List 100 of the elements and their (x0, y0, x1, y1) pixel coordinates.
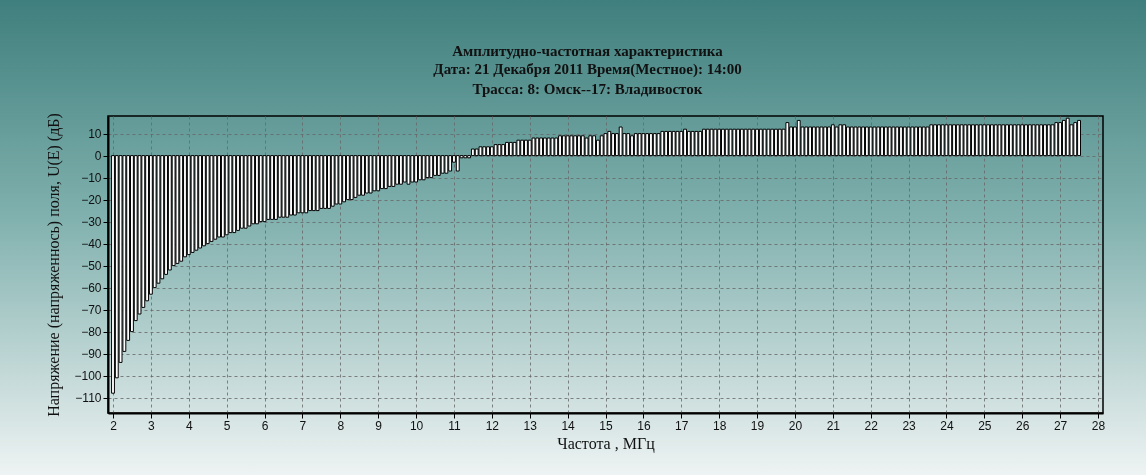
bar (266, 155, 271, 220)
bar (694, 130, 699, 157)
bar (804, 126, 809, 157)
bar (630, 135, 634, 157)
bar (436, 155, 441, 176)
bar (963, 124, 968, 157)
bar (713, 128, 718, 157)
bar (270, 155, 275, 220)
bar (497, 144, 502, 157)
bar (1073, 122, 1078, 157)
bar (387, 155, 392, 187)
bar (228, 155, 233, 234)
bar (686, 130, 691, 157)
bar (357, 155, 362, 196)
bar (304, 155, 309, 214)
bar (955, 124, 960, 157)
bar (239, 155, 244, 229)
x-tick-label: 5 (223, 418, 231, 433)
bar (273, 155, 278, 220)
y-tick-label: −40 (81, 237, 102, 252)
bar (789, 126, 794, 157)
bar (853, 126, 858, 157)
bar (1008, 124, 1013, 157)
bar (190, 155, 195, 253)
bar (698, 130, 703, 157)
bar (1027, 124, 1032, 157)
bar (864, 126, 869, 157)
bar (398, 155, 403, 185)
bar (179, 155, 184, 262)
bar (1043, 124, 1047, 157)
x-tick-label: 28 (1091, 418, 1106, 433)
y-tick-label: −90 (81, 347, 102, 362)
x-tick-label: 24 (940, 418, 954, 433)
bar (1016, 124, 1021, 157)
x-tick-label: 17 (675, 418, 689, 433)
bar (603, 133, 608, 157)
bar (906, 126, 911, 157)
x-tick-label: 12 (485, 418, 500, 433)
bar (380, 155, 384, 190)
bar (819, 126, 824, 157)
bar (838, 124, 843, 157)
bar (217, 155, 222, 238)
x-tick-label: 22 (864, 418, 879, 433)
bar (444, 155, 449, 174)
bar (633, 133, 638, 157)
bar (857, 126, 862, 157)
bar (501, 144, 506, 157)
bar (489, 146, 494, 157)
x-axis-title: Частота , МГц (557, 434, 656, 453)
y-tick-label: −110 (75, 391, 102, 406)
bar (535, 137, 540, 157)
bar (1058, 122, 1063, 157)
bar (1005, 124, 1010, 157)
x-tick-label: 19 (750, 418, 765, 433)
x-tick-label: 3 (148, 418, 156, 433)
bar (774, 128, 778, 157)
bar (728, 128, 733, 157)
bar (1077, 119, 1081, 157)
bar (175, 155, 180, 264)
bar (739, 128, 744, 157)
bar (914, 126, 919, 157)
x-tick-label: 4 (185, 418, 193, 433)
bar (1020, 124, 1025, 157)
y-tick-label: −70 (81, 303, 102, 318)
bar (255, 155, 259, 225)
bar (289, 155, 293, 216)
bar (732, 128, 737, 157)
bar (308, 155, 312, 212)
bar (876, 126, 881, 157)
bar (414, 155, 419, 183)
bar (463, 155, 468, 159)
bar (649, 133, 653, 157)
bar (967, 124, 972, 157)
y-tick-label: 0 (94, 149, 102, 164)
bar (1024, 124, 1028, 157)
y-tick-label: −20 (81, 193, 102, 208)
x-tick-label: 25 (978, 418, 992, 433)
bar (721, 128, 725, 157)
bar (766, 128, 771, 157)
x-tick-label: 27 (1053, 418, 1068, 433)
bar (971, 124, 975, 157)
bar (709, 128, 714, 157)
bar (584, 137, 589, 157)
bar (933, 124, 938, 157)
bar (823, 126, 828, 157)
bar (1035, 124, 1040, 157)
bar (376, 155, 381, 192)
bar (391, 155, 396, 187)
bar (641, 133, 646, 157)
y-tick-label: −80 (81, 325, 102, 340)
bar (334, 155, 339, 205)
bar (213, 155, 218, 240)
x-tick-label: 6 (261, 418, 269, 433)
bar (342, 155, 347, 203)
y-tick-label: −50 (81, 259, 102, 274)
bar (592, 135, 597, 157)
bar (785, 122, 790, 157)
bar (236, 155, 240, 231)
bar (364, 155, 369, 194)
bar (997, 124, 1002, 157)
